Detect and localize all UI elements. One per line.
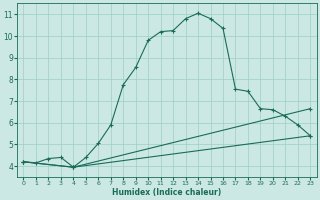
- X-axis label: Humidex (Indice chaleur): Humidex (Indice chaleur): [112, 188, 221, 197]
